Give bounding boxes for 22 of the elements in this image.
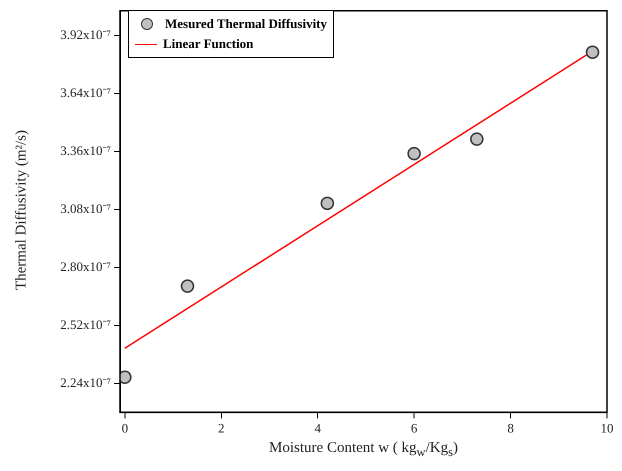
y-tick-label: 3.64x10⁻⁷ bbox=[60, 85, 111, 100]
point bbox=[320, 196, 334, 210]
x-tick-label: 0 bbox=[122, 420, 128, 436]
x-tick-label: 6 bbox=[410, 420, 418, 436]
y-tick-label: 2.52x10⁻⁷ bbox=[60, 316, 111, 332]
x-tick-label: 10 bbox=[600, 420, 614, 436]
x-tick-label: 8 bbox=[507, 420, 514, 436]
point bbox=[407, 146, 421, 160]
legend-label: Mesured Thermal Diffusivity bbox=[165, 16, 328, 32]
point bbox=[586, 45, 600, 59]
y-tick-label: 3.92x10⁻⁷ bbox=[60, 27, 111, 42]
legend-label: Linear Function bbox=[163, 36, 254, 52]
point bbox=[470, 132, 484, 146]
y-tick-label: 2.24x10⁻⁷ bbox=[60, 374, 111, 390]
y-tick-label: 3.36x10⁻⁷ bbox=[60, 142, 111, 158]
y-axis-title: Thermal Diffusivity (m²/s) bbox=[14, 130, 30, 290]
point bbox=[180, 279, 194, 293]
y-tick-label: 3.08x10⁻⁷ bbox=[60, 200, 111, 216]
x-tick-label: 2 bbox=[218, 420, 225, 436]
x-axis-title: Moisture Content w ( kg$_{w}$/Kg$_{s}$) bbox=[268, 440, 459, 460]
x-tick-label: 4 bbox=[314, 420, 322, 436]
y-tick-label: 2.80x10⁻⁷ bbox=[60, 258, 111, 274]
